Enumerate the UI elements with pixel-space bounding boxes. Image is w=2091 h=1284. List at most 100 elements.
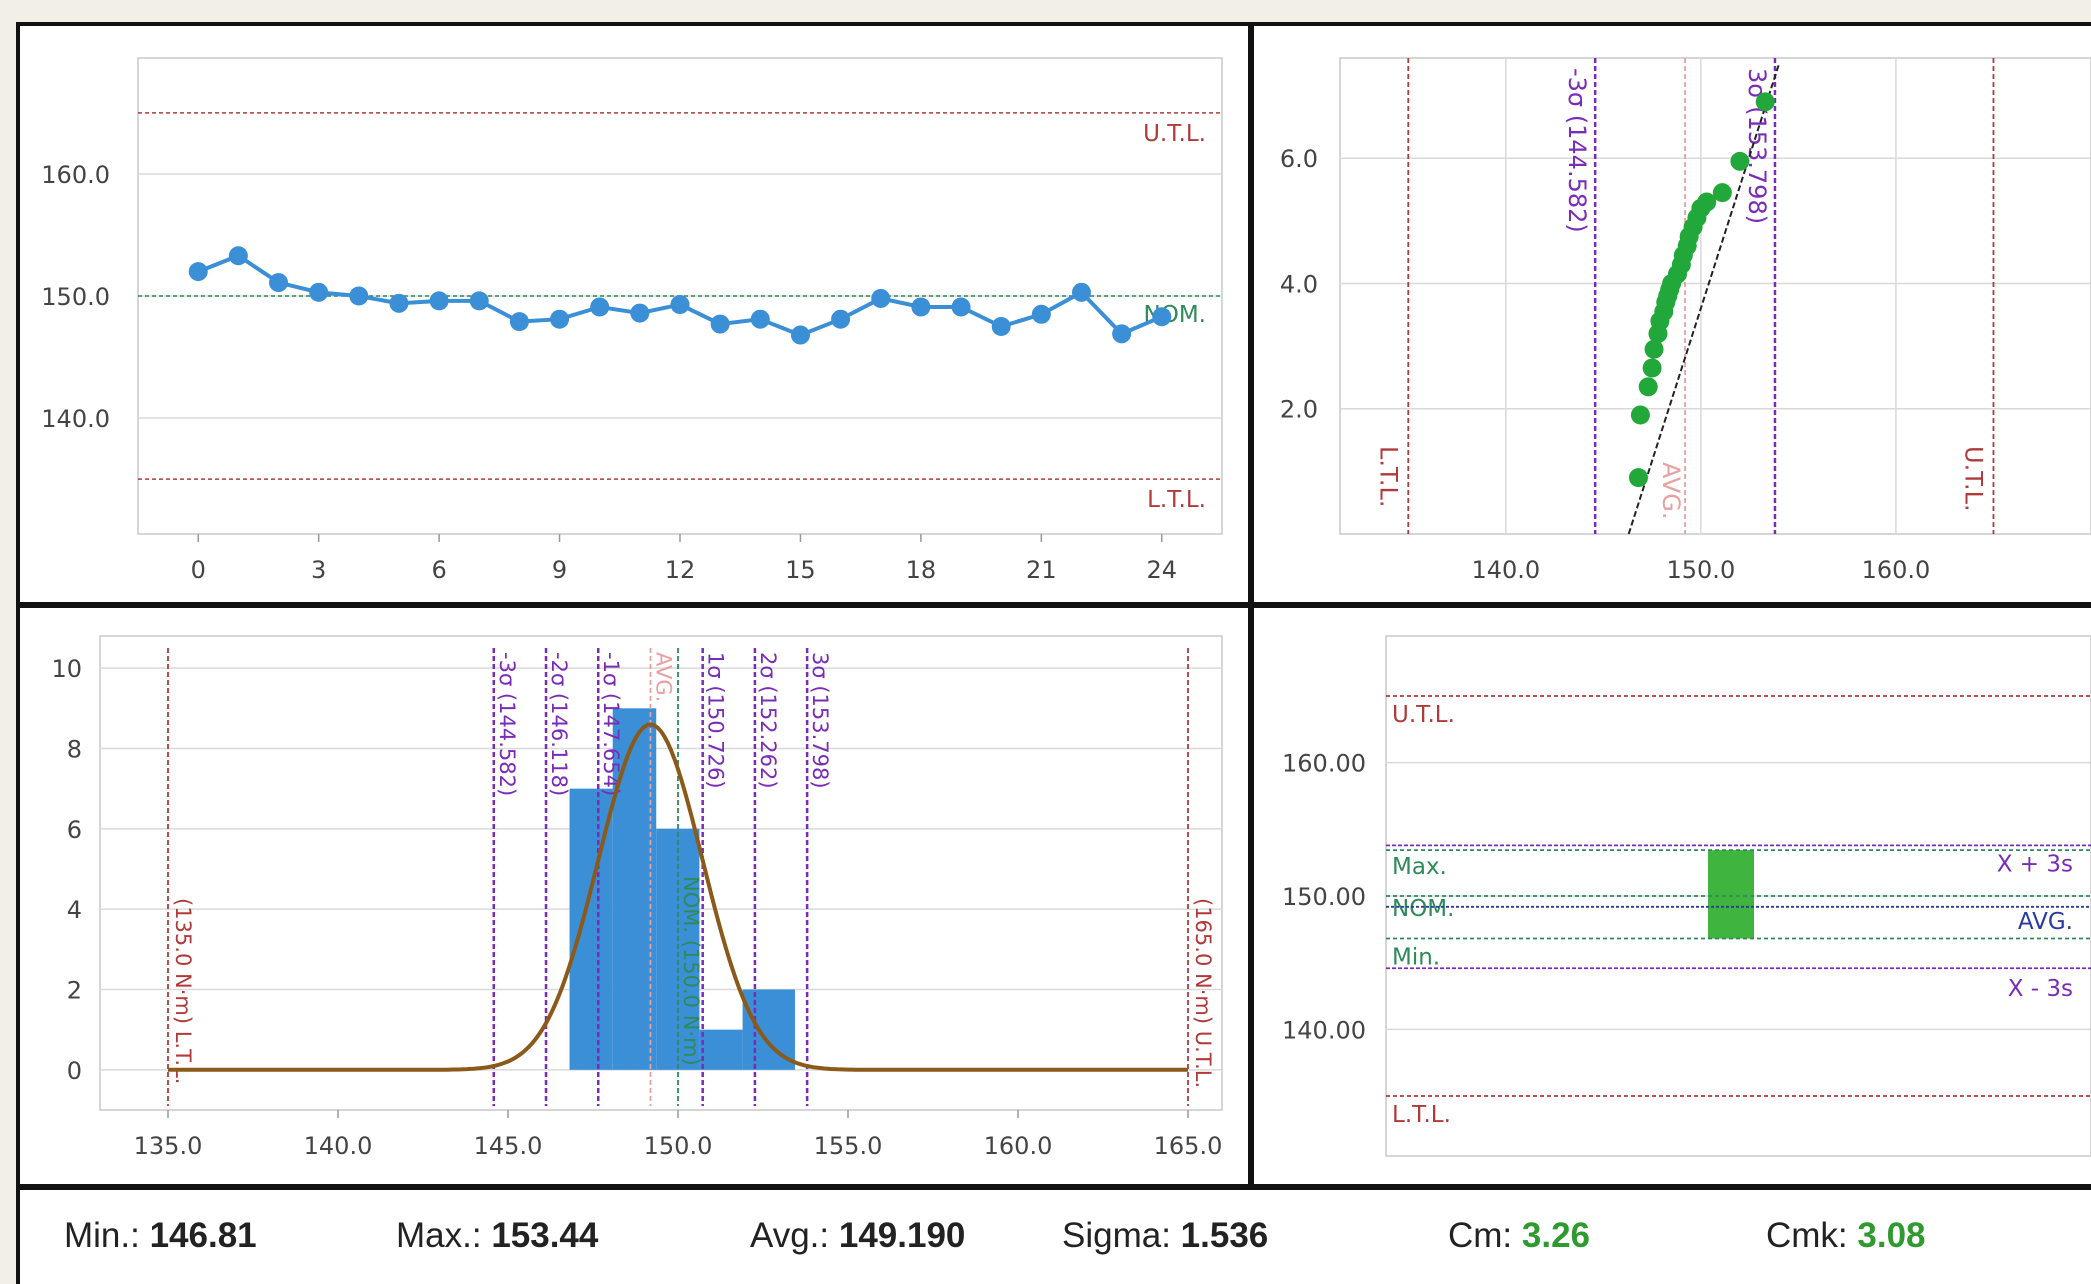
box-reference-label: L.T.L. [1392,1102,1451,1128]
histogram-chart: 0 2 4 6 8 10 135.0 140.0 145.0 150.0 155.0 160.0 165… [51,635,1223,1160]
hist-ytick-label: 10 [51,655,82,683]
run-xtick-label: 12 [665,556,696,584]
hist-reference-label: -2σ (146.118) [547,652,571,796]
hist-xtick-label: 160.0 [984,1132,1053,1160]
prob-data-point [1697,192,1717,212]
run-data-point [269,273,289,293]
prob-xtick-label: 140.0 [1471,556,1540,584]
hist-bar [699,1029,743,1070]
probability-plot-panel: 2.0 4.0 6.0 140.0 150.0 160.0 L.T.L. -3σ (144.5… [1254,26,2091,602]
hist-bar [612,708,657,1070]
stat-sigma-label: Sigma: [1062,1216,1171,1255]
run-data-point [831,309,851,329]
run-xtick-label: 24 [1147,556,1178,584]
prob-ytick-label: 4.0 [1280,270,1318,298]
prob-reference-label: -3σ (144.582) [1563,68,1591,233]
stat-cm: Cm: 3.26 [1448,1216,1590,1256]
run-data-point [550,309,570,329]
stat-min: Min.: 146.81 [64,1216,257,1256]
box-reference-label: U.T.L. [1392,702,1455,728]
run-limit-label: L.T.L. [1147,487,1206,513]
stat-min-label: Min.: [64,1216,140,1255]
hist-reference-label: 3σ (153.798) [808,652,832,789]
probability-plot: 2.0 4.0 6.0 140.0 150.0 160.0 L.T.L. -3σ (144.5… [1280,57,2091,584]
run-xtick-label: 18 [906,556,937,584]
run-data-point [790,325,810,345]
run-ytick-label: 160.0 [41,161,110,189]
prob-reference-label: U.T.L. [1959,446,1987,512]
run-data-point [670,295,690,315]
hist-reference-label: 2σ (152.262) [756,652,780,789]
run-ytick-label: 150.0 [41,283,110,311]
stat-min-value: 146.81 [149,1216,257,1255]
prob-data-point [1755,92,1775,112]
stat-max-value: 153.44 [491,1216,599,1255]
run-data-point [991,317,1011,337]
hist-reference-label: NOM. (150.0 N·m) [679,876,703,1066]
box-ytick-label: 140.00 [1282,1016,1366,1044]
run-data-point [309,282,329,302]
stat-cmk-value: 3.08 [1857,1216,1926,1255]
stat-cmk-label: Cmk: [1766,1216,1848,1255]
run-data-point [710,314,730,334]
prob-reference-label: AVG. [1657,462,1685,520]
prob-data-point [1628,468,1648,488]
hist-normal-curve [168,722,1188,1072]
run-ytick-label: 140.0 [41,405,110,433]
prob-reference-label: L.T.L. [1374,446,1402,507]
prob-fit-line [1627,63,1780,535]
box-reference-label: Max. [1392,854,1447,880]
run-data-point [1152,307,1172,327]
run-xtick-label: 9 [552,556,567,584]
run-data-point [630,303,650,323]
prob-data-point [1642,358,1662,378]
run-data-point [590,297,610,317]
prob-data-point [1644,339,1664,359]
prob-data-point [1730,151,1750,171]
run-data-point [509,312,529,332]
run-data-point [469,291,489,311]
box-range-bar [1708,850,1754,939]
hist-reference-label: -3σ (144.582) [495,652,519,796]
summary-box-panel: 140.00 150.00 160.00 U.T.L. X + 3s Max. NOM. AV… [1254,610,2091,1184]
hist-xtick-label: 165.0 [1154,1132,1223,1160]
hist-ytick-label: 8 [67,735,82,763]
horizontal-divider [16,602,2091,608]
prob-xtick-label: 160.0 [1862,556,1931,584]
hist-ytick-label: 6 [67,816,82,844]
hist-xtick-label: 150.0 [644,1132,713,1160]
prob-ytick-label: 6.0 [1280,145,1318,173]
run-data-point [188,262,208,282]
box-ytick-label: 160.00 [1282,750,1366,778]
run-data-point [871,288,891,308]
hist-ytick-label: 0 [67,1057,82,1085]
run-xtick-label: 0 [191,556,206,584]
run-chart-panel: 140.0 150.0 160.0 0 3 6 9 12 15 18 21 24 U.T.L. NOM. L… [20,26,1248,602]
box-ytick-label: 150.00 [1282,883,1366,911]
stat-avg-value: 149.190 [838,1216,966,1255]
stat-sigma: Sigma: 1.536 [1062,1216,1268,1256]
hist-ytick-label: 4 [67,896,82,924]
run-data-point [228,246,248,266]
stat-cm-value: 3.26 [1521,1216,1591,1255]
prob-plot-area [1339,57,2091,535]
run-xtick-label: 21 [1026,556,1057,584]
hist-xtick-label: 145.0 [474,1132,543,1160]
run-data-point [349,286,369,306]
stat-sigma-value: 1.536 [1180,1216,1269,1255]
histogram-panel: 0 2 4 6 8 10 135.0 140.0 145.0 150.0 155.0 160.0 165… [20,610,1248,1184]
run-data-point [951,297,971,317]
box-reference-label: X + 3s [1997,851,2073,877]
stat-cm-label: Cm: [1448,1216,1513,1255]
prob-reference-label: 3σ (153.798) [1743,68,1771,224]
hist-reference-label: (165.0 N·m) U.T.L. [1191,898,1215,1088]
stat-max-label: Max.: [396,1216,482,1255]
run-limit-label: U.T.L. [1143,121,1206,147]
run-data-point [429,291,449,311]
prob-data-point [1712,183,1732,203]
hist-reference-label: (135.0 N·m) L.T.L. [171,898,195,1084]
hist-reference-label: AVG. [651,652,675,702]
stat-cmk: Cmk: 3.08 [1766,1216,1926,1256]
run-data-point [750,309,770,329]
stat-avg: Avg.: 149.190 [750,1216,965,1256]
